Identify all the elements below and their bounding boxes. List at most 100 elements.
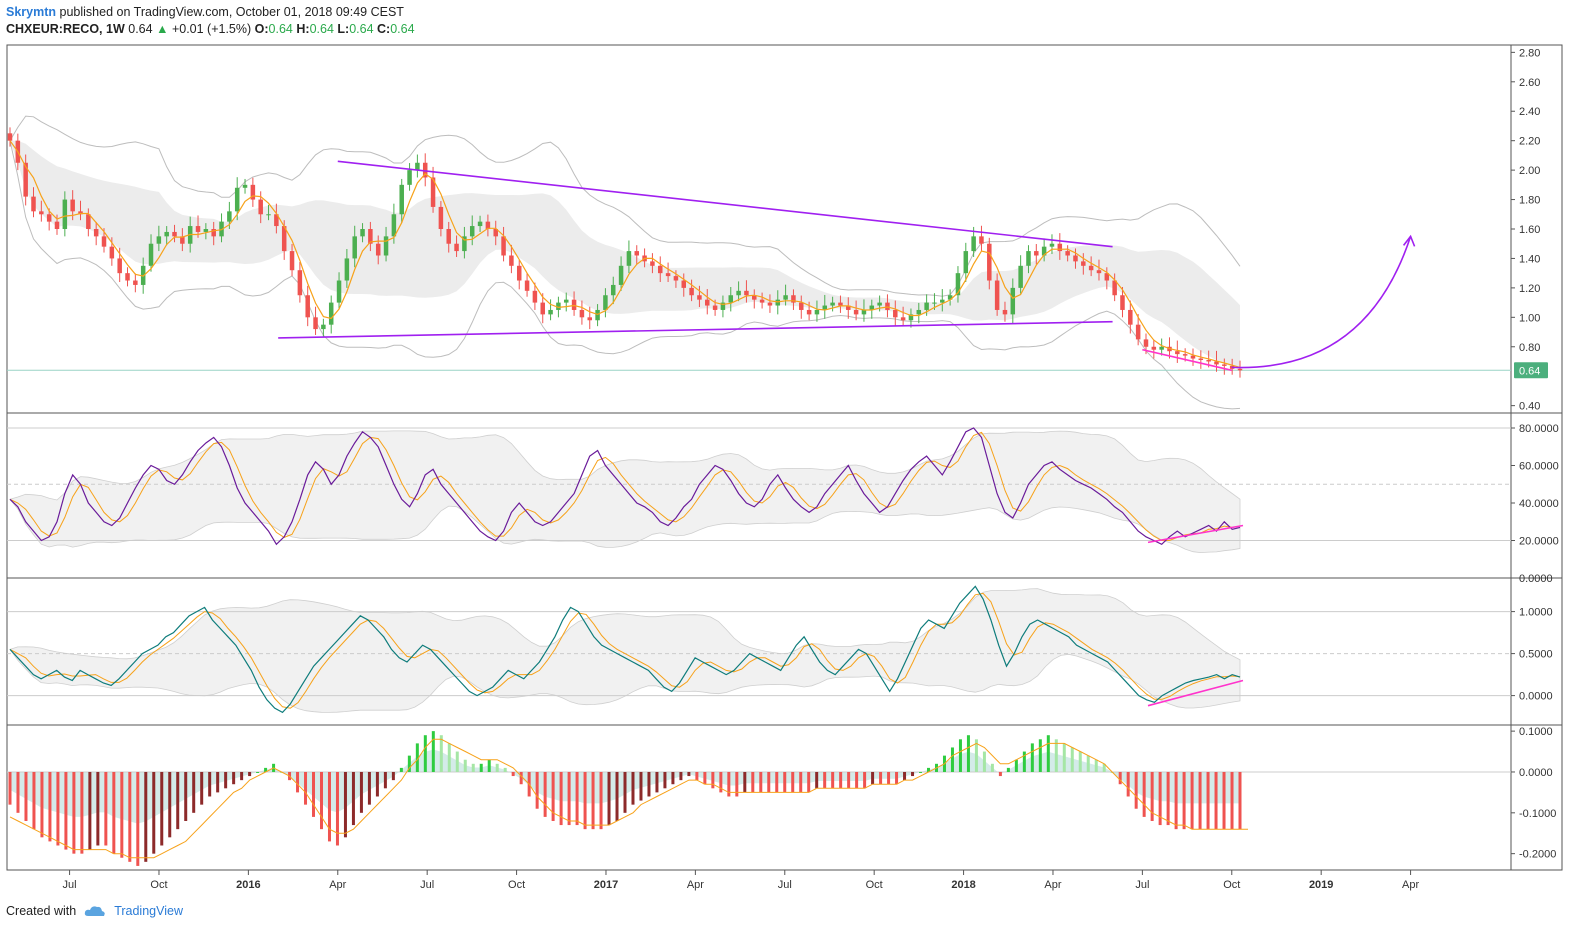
candle-body	[775, 299, 781, 306]
macd-histogram-bar	[375, 771, 379, 797]
candle-body	[987, 243, 992, 281]
candle-body	[101, 236, 107, 247]
macd-histogram-bar	[48, 771, 52, 842]
author-link[interactable]: Skrymtn	[6, 5, 57, 19]
candle-body	[720, 302, 726, 310]
candle-body	[1112, 280, 1117, 296]
oscillator-main-line	[9, 585, 1241, 714]
macd-histogram-bar	[407, 755, 411, 772]
macd-histogram-bar	[1230, 771, 1234, 830]
candle-body	[1034, 251, 1039, 256]
candle-body	[493, 229, 498, 237]
macd-histogram-bar	[974, 739, 978, 772]
candle-body	[86, 214, 91, 229]
price-tick-label: 1.40	[1519, 253, 1540, 265]
macd-histogram-bar	[735, 771, 739, 797]
price-tick-label: 2.80	[1519, 47, 1540, 59]
macd-histogram-bar	[319, 771, 323, 830]
macd-histogram-bar	[455, 751, 459, 772]
macd-histogram-bar	[743, 771, 747, 793]
symbol-label[interactable]: CHXEUR:RECO, 1W	[6, 22, 125, 36]
candle-body	[399, 184, 404, 215]
candle-body	[885, 302, 890, 310]
moving-average-line	[9, 140, 1241, 368]
candle-body	[595, 309, 600, 321]
x-tick-label: Oct	[1223, 879, 1240, 891]
candle-body	[634, 251, 640, 256]
candle-body	[1135, 324, 1141, 340]
macd-histogram-bar	[1022, 751, 1026, 772]
candle-body	[563, 299, 569, 303]
x-tick-label: 2018	[951, 879, 975, 891]
candle-body	[250, 184, 256, 200]
candle-body	[336, 280, 342, 303]
macd-histogram-bar	[399, 767, 403, 772]
tradingview-brand-link[interactable]: TradingView	[114, 904, 183, 918]
x-tick-label: Apr	[329, 879, 346, 891]
divergence-line	[1147, 524, 1244, 544]
macd-histogram-bar	[1134, 771, 1138, 809]
price-tick-label: 1.80	[1519, 195, 1540, 207]
candle-body	[1104, 273, 1110, 281]
candle-body	[1214, 361, 1219, 365]
macd-histogram-bar	[543, 771, 547, 817]
candle-body	[532, 290, 538, 303]
candle-body	[806, 309, 812, 315]
macd-histogram-bar	[1142, 771, 1146, 817]
created-with-text: Created with	[6, 904, 77, 918]
macd-histogram-bar	[431, 731, 435, 772]
candle-body	[1026, 251, 1031, 266]
candle-body	[383, 236, 389, 256]
candle-body	[164, 231, 169, 237]
macd-histogram-bar	[447, 743, 451, 772]
price-change: +0.01 (+1.5%)	[171, 22, 252, 36]
macd-histogram-bar	[1086, 755, 1090, 772]
macd-histogram-bar	[815, 771, 819, 789]
candle-body	[916, 309, 922, 315]
candle-body	[587, 317, 592, 321]
macd-histogram-bar	[152, 771, 156, 854]
macd-histogram-bar	[176, 771, 180, 830]
price-tick-label: 2.00	[1519, 165, 1540, 177]
macd-histogram-bar	[1182, 771, 1186, 830]
macd-histogram-bar	[296, 771, 300, 793]
candle-body	[54, 221, 60, 229]
macd-histogram-bar	[423, 735, 427, 772]
candle-body	[697, 295, 702, 300]
candle-body	[618, 265, 624, 285]
candle-body	[1081, 261, 1086, 266]
upper-band-line	[9, 115, 1241, 297]
candle-body	[415, 162, 420, 171]
x-tick-label: 2017	[594, 879, 618, 891]
candle-body	[234, 187, 240, 212]
candle-body	[1143, 339, 1149, 347]
candle-body	[227, 211, 232, 222]
publish-line: Skrymtn published on TradingView.com, Oc…	[6, 4, 415, 21]
candle-body	[689, 287, 694, 296]
macd-histogram-bar	[855, 771, 859, 789]
signal-line	[9, 431, 1241, 541]
candle-body	[23, 162, 28, 197]
x-tick-label: Oct	[508, 879, 525, 891]
macd-histogram-bar	[1166, 771, 1170, 826]
macd-histogram-bar	[767, 771, 771, 793]
low-label: L:	[337, 22, 350, 36]
x-tick-label: Jul	[778, 879, 792, 891]
macd-histogram-bar	[1070, 747, 1074, 772]
candle-body	[861, 309, 867, 315]
candle-body	[328, 302, 334, 325]
macd-histogram-bar	[112, 771, 116, 854]
candle-body	[469, 226, 475, 237]
open-value: 0.64	[268, 22, 293, 36]
candle-body	[133, 280, 138, 285]
candle-body	[830, 302, 835, 306]
candle-body	[156, 236, 162, 244]
osc-tick-label: 1.0000	[1519, 607, 1553, 619]
macd-histogram-bar	[751, 771, 755, 793]
macd-histogram-bar	[911, 771, 915, 777]
candle-body	[1206, 360, 1211, 362]
macd-histogram-bar	[655, 771, 659, 793]
price-tick-label: 2.60	[1519, 77, 1540, 89]
candle-body	[838, 302, 843, 306]
